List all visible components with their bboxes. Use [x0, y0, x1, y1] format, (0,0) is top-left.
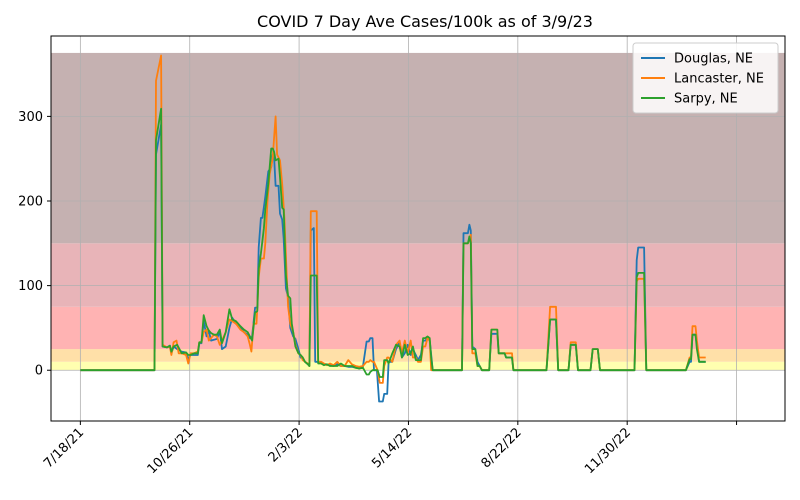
series-lines — [80, 54, 706, 403]
x-tick-label-0: 7/18/21 — [41, 425, 87, 471]
axes-frame — [50, 35, 786, 422]
series-line-sarpy-ne — [80, 107, 706, 378]
legend-label-douglas-ne: Douglas, NE — [674, 52, 753, 67]
legend-box — [632, 42, 779, 114]
legend-label-lancaster-ne: Lancaster, NE — [674, 72, 764, 87]
y-tick-label-1: 100 — [18, 279, 43, 294]
risk-band-1 — [51, 349, 785, 362]
x-tick-label-5: 11/30/22 — [582, 425, 634, 477]
x-tick-label-4: 8/22/22 — [479, 425, 525, 471]
risk-band-3 — [51, 243, 785, 307]
y-tick-label-0: 0 — [35, 364, 43, 379]
grid-lines — [51, 36, 785, 421]
legend: Douglas, NE Lancaster, NE Sarpy, NE — [632, 42, 779, 114]
x-tick-label-3: 5/14/22 — [369, 425, 415, 471]
x-axis: 7/18/21 10/26/21 2/3/22 5/14/22 8/22/22 11/30… — [41, 421, 738, 477]
risk-band-2 — [51, 306, 785, 350]
y-axis: 0 100 200 300 — [18, 110, 51, 379]
chart-title: COVID 7 Day Ave Cases/100k as of 3/9/23 — [257, 12, 593, 31]
risk-band-0 — [51, 361, 785, 371]
y-tick-label-2: 200 — [18, 195, 43, 210]
x-tick-label-2: 2/3/22 — [266, 425, 306, 465]
x-tick-label-1: 10/26/21 — [145, 425, 197, 477]
y-tick-label-3: 300 — [18, 110, 43, 125]
legend-label-sarpy-ne: Sarpy, NE — [674, 92, 738, 107]
